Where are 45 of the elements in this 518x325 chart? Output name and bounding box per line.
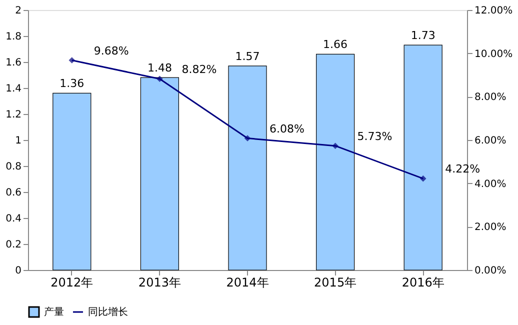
legend-label: 同比增长 [88,306,128,318]
y-tick-label: 1.8 [6,32,22,42]
data-label: 5.73% [357,130,392,143]
legend-label: 产量 [44,306,64,318]
y-tick-label: 0.4 [6,214,22,224]
y2-tick-label: 8.00% [474,92,506,104]
y2-tick-label: 0.00% [474,266,506,276]
y-tick-label: 0 [15,266,22,276]
y-tick-label: 2 [15,6,22,16]
data-label: 9.68% [94,44,129,58]
y-tick-label: 1.2 [6,110,22,120]
y-tick-label: 0.2 [6,240,22,250]
y-tick-label: 1.6 [6,58,22,68]
x-tick-label: 2012年 [50,276,94,290]
y2-tick-label: 2.00% [474,222,506,234]
y2-tick-label: 12.00% [474,6,513,16]
y-tick-label: 1 [15,136,22,146]
point [332,142,338,150]
x-tick-label: 2015年 [314,276,357,290]
y2-tick-label: 4.00% [474,178,506,190]
x-tick-label: 2013年 [138,276,181,290]
data-label: 4.22% [445,162,480,176]
bar [316,54,355,270]
bar [140,77,179,270]
point [156,76,163,82]
point [420,175,426,182]
y-tick-label: 0.6 [6,188,22,198]
x-tick-label: 2016年 [402,276,444,290]
data-label: 1.73 [410,29,436,42]
data-label: 1.57 [235,50,260,63]
y-tick-label: 1.4 [6,84,22,94]
y2-tick-label: 6.00% [474,136,506,146]
x-tick-label: 2014年 [226,276,269,290]
point [68,57,76,64]
data-label: 1.48 [147,62,172,75]
y2-tick-label: 10.00% [474,48,513,60]
y-tick-label: 0.8 [6,162,22,172]
data-label: 1.36 [60,77,84,90]
bar [404,44,442,270]
bar [228,66,267,270]
data-label: 6.08% [270,122,304,136]
data-label: 1.66 [323,38,348,52]
bar [52,92,92,270]
data-label: 8.82% [182,62,217,76]
point [244,135,251,142]
